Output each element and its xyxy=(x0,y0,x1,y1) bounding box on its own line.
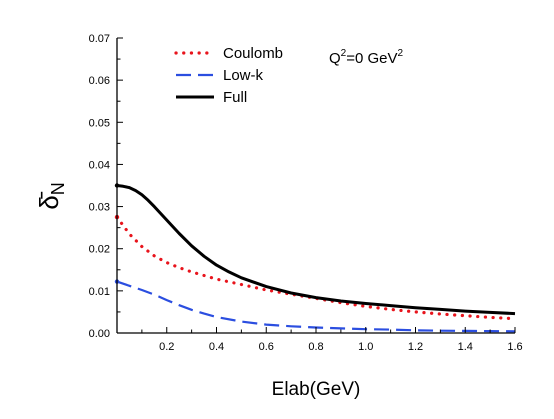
annotation-q-symbol: Q xyxy=(329,50,341,67)
y-tick-label: 0.04 xyxy=(89,159,110,171)
x-tick-label: 1.0 xyxy=(358,341,373,353)
y-tick-label: 0.03 xyxy=(89,202,110,214)
x-tick-label: 1.6 xyxy=(507,341,522,353)
legend: Coulomb Low-k Full xyxy=(174,45,283,106)
legend-label-coulomb: Coulomb xyxy=(223,45,283,62)
axes: 0.00 0.01 0.02 0.03 0.04 0.05 0.06 0.07 0.2 0.4 0.… xyxy=(89,33,523,353)
legend-label-full: Full xyxy=(223,89,247,106)
y-axis-title: δ̄N xyxy=(34,182,68,209)
annotation-value: =0 GeV xyxy=(346,50,397,67)
y-tick-label: 0.06 xyxy=(89,75,110,87)
series-line-full xyxy=(116,184,516,316)
series-line-low-k xyxy=(116,280,516,333)
x-tick-label: 1.2 xyxy=(408,341,423,353)
x-axis-title: Elab(GeV) xyxy=(272,379,361,400)
x-tick-label: 0.4 xyxy=(209,341,224,353)
y-tick-label: 0.02 xyxy=(89,244,110,256)
y-tick-label: 0.00 xyxy=(89,328,110,340)
q2-annotation: Q2=0 GeV2 xyxy=(329,48,404,67)
x-tick-label: 0.2 xyxy=(159,341,174,353)
x-tick-label: 0.6 xyxy=(259,341,274,353)
legend-label-low-k: Low-k xyxy=(223,67,264,84)
annotation-q-exponent: 2 xyxy=(341,48,347,59)
annotation-unit-exponent: 2 xyxy=(398,48,404,59)
series-line-coulomb xyxy=(115,215,517,321)
x-tick-label: 1.4 xyxy=(458,341,473,353)
y-tick-label: 0.07 xyxy=(89,33,110,45)
plot-area xyxy=(114,183,517,333)
y-axis-title-subscript: N xyxy=(48,182,68,195)
y-tick-label: 0.01 xyxy=(89,286,110,298)
y-tick-label: 0.05 xyxy=(89,117,110,129)
x-tick-label: 0.8 xyxy=(308,341,323,353)
svg-text:δ̄N: δ̄N xyxy=(34,182,68,209)
y-axis-title-symbol: δ̄ xyxy=(34,191,64,209)
